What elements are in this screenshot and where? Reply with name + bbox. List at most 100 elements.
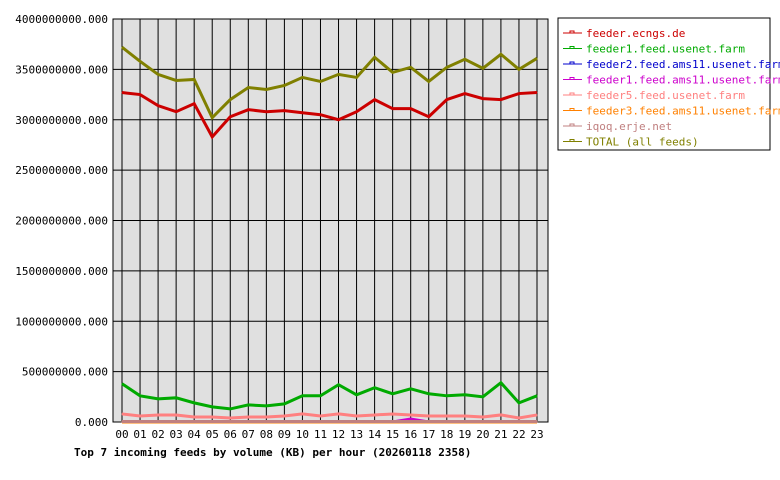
legend-label: feeder2.feed.ams11.usenet.farm: [586, 58, 780, 71]
data-point: [121, 420, 123, 422]
series-line: [121, 46, 538, 121]
data-point: [139, 415, 141, 417]
data-point: [464, 415, 466, 417]
data-point: [392, 71, 394, 73]
data-point: [229, 99, 231, 101]
y-tick-label: 4000000000.000: [15, 13, 108, 26]
data-point: [482, 416, 484, 418]
data-point: [356, 415, 358, 417]
x-tick-label: 08: [260, 428, 273, 441]
data-point: [175, 111, 177, 113]
x-tick-label: 20: [476, 428, 489, 441]
data-point: [283, 415, 285, 417]
legend-item: feeder.ecngs.de: [563, 27, 685, 40]
x-tick-label: 07: [242, 428, 255, 441]
x-tick-label: 18: [440, 428, 453, 441]
data-point: [446, 415, 448, 417]
data-point: [319, 114, 321, 116]
legend-box: [557, 17, 771, 151]
data-point: [157, 73, 159, 75]
data-point: [464, 58, 466, 60]
data-point: [175, 420, 177, 422]
x-tick-label: 05: [206, 428, 219, 441]
legend-label: feeder3.feed.ams11.usenet.farm: [586, 105, 780, 118]
data-point: [338, 73, 340, 75]
data-point: [500, 53, 502, 55]
data-point: [301, 395, 303, 397]
legend-marker: [569, 108, 575, 111]
data-point: [229, 417, 231, 419]
data-point: [518, 68, 520, 70]
data-point: [392, 420, 394, 422]
legend-label: feeder1.feed.usenet.farm: [586, 43, 745, 56]
data-point: [319, 415, 321, 417]
data-point: [193, 420, 195, 422]
y-tick-label: 2500000000.000: [15, 164, 108, 177]
data-point: [229, 420, 231, 422]
data-point: [500, 420, 502, 422]
data-point: [446, 395, 448, 397]
data-point: [536, 395, 538, 397]
data-point: [175, 414, 177, 416]
data-point: [211, 117, 213, 119]
x-tick-label: 06: [224, 428, 237, 441]
data-point: [338, 119, 340, 121]
data-point: [265, 416, 267, 418]
data-point: [175, 397, 177, 399]
data-point: [139, 420, 141, 422]
legend-label: TOTAL (all feeds): [586, 136, 699, 149]
data-point: [211, 416, 213, 418]
data-point: [536, 414, 538, 416]
x-tick-label: 02: [151, 428, 164, 441]
data-point: [446, 420, 448, 422]
x-tick-label: 21: [494, 428, 507, 441]
x-tick-label: 13: [350, 428, 363, 441]
data-point: [211, 406, 213, 408]
data-point: [338, 420, 340, 422]
x-tick-label: 09: [278, 428, 291, 441]
data-point: [301, 420, 303, 422]
data-point: [500, 414, 502, 416]
data-point: [193, 402, 195, 404]
data-point: [500, 382, 502, 384]
data-point: [193, 103, 195, 105]
x-tick-label: 16: [404, 428, 417, 441]
data-point: [247, 87, 249, 89]
legend-label: iqoq.erje.net: [586, 120, 672, 133]
legend-item: feeder5.feed.usenet.farm: [563, 89, 745, 102]
y-tick-label: 500000000.000: [22, 366, 108, 379]
data-point: [518, 420, 520, 422]
x-tick-label: 14: [368, 428, 382, 441]
legend-item: feeder1.feed.ams11.usenet.farm: [563, 74, 780, 87]
data-point: [211, 420, 213, 422]
data-point: [283, 420, 285, 422]
data-point: [410, 414, 412, 416]
data-point: [374, 387, 376, 389]
data-point: [500, 99, 502, 101]
y-tick-label: 2000000000.000: [15, 215, 108, 228]
series-line: [121, 412, 538, 420]
data-point: [193, 416, 195, 418]
data-point: [121, 92, 123, 94]
data-point: [374, 420, 376, 422]
data-point: [536, 420, 538, 422]
data-point: [319, 395, 321, 397]
data-point: [356, 394, 358, 396]
data-point: [247, 404, 249, 406]
series-line: [121, 380, 538, 411]
data-point: [301, 76, 303, 78]
data-point: [193, 78, 195, 80]
x-tick-label: 04: [188, 428, 202, 441]
data-point: [410, 418, 412, 420]
data-point: [319, 420, 321, 422]
data-point: [157, 420, 159, 422]
data-point: [356, 76, 358, 78]
data-point: [301, 413, 303, 415]
data-point: [229, 116, 231, 118]
legend-marker: [569, 77, 575, 80]
data-point: [265, 111, 267, 113]
data-point: [482, 420, 484, 422]
data-point: [518, 402, 520, 404]
data-point: [211, 136, 213, 138]
